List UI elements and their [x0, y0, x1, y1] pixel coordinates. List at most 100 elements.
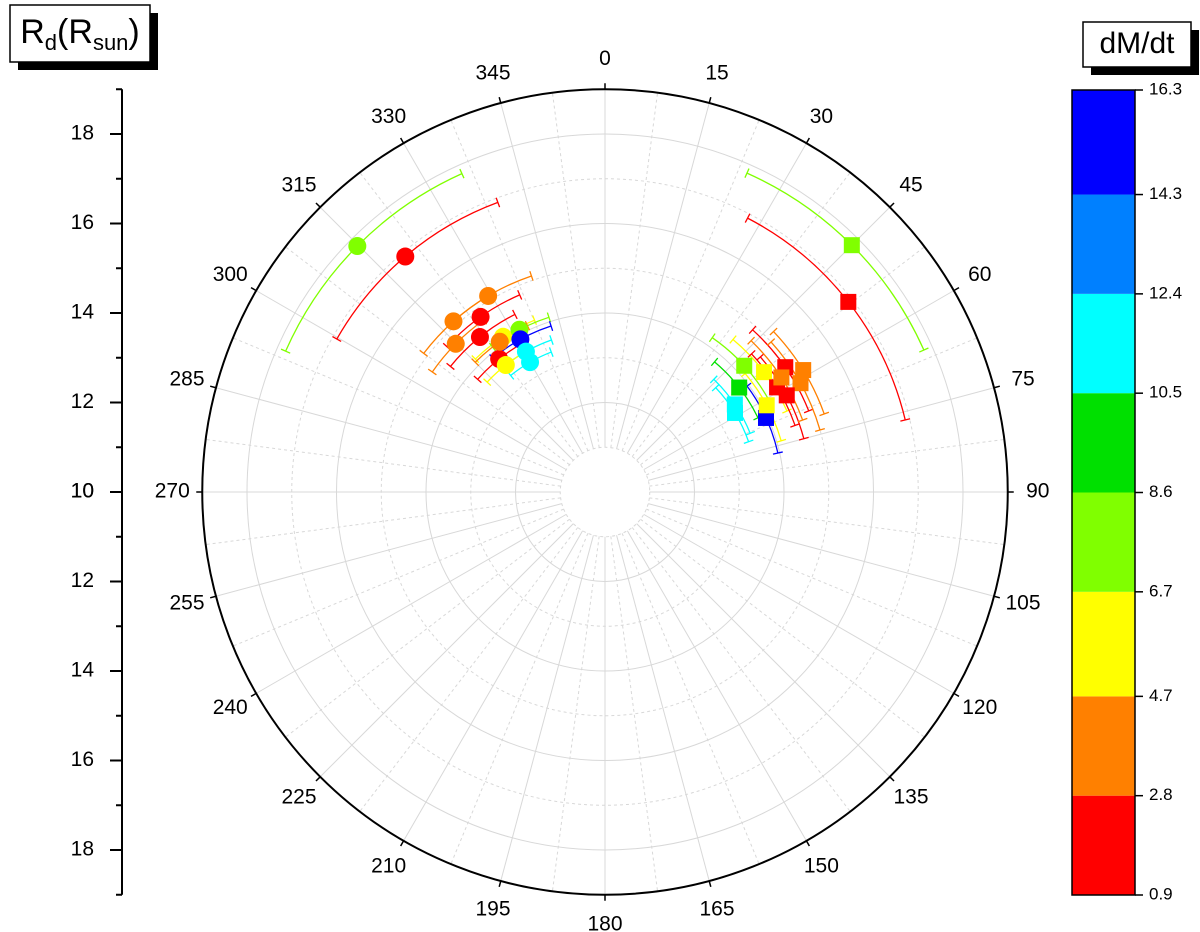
- point-square: [731, 379, 748, 396]
- radial-grid-line-minor: [621, 533, 760, 865]
- radial-grid-line: [255, 290, 567, 471]
- error-cap: [709, 375, 718, 384]
- error-cap: [729, 335, 737, 344]
- error-cap: [459, 168, 465, 179]
- point-square: [773, 369, 790, 386]
- radial-grid-line-minor: [610, 92, 659, 448]
- theta-tick-label: 135: [893, 786, 928, 809]
- r-tick-label: 10: [71, 480, 94, 503]
- r-tick-label: 14: [71, 301, 95, 324]
- error-cap: [744, 213, 751, 223]
- error-cap: [743, 439, 754, 444]
- error-cap: [744, 168, 750, 178]
- error-cap: [745, 430, 756, 436]
- error-cap: [776, 438, 787, 443]
- r-tick-label: 16: [71, 748, 94, 771]
- grid-circle-minor: [559, 446, 651, 538]
- point-circle: [348, 237, 367, 256]
- colorbar-tick-label: 14.3: [1149, 184, 1182, 203]
- point-circle: [470, 328, 489, 347]
- colorbar-tick-label: 12.4: [1149, 283, 1182, 302]
- radial-grid-line: [215, 387, 562, 481]
- box: [1082, 21, 1192, 68]
- colorbar-band: [1072, 696, 1135, 796]
- theta-tick-label: 60: [968, 263, 991, 286]
- point-circle: [446, 334, 465, 353]
- theta-tick-label: 180: [587, 912, 622, 932]
- colorbar-band: [1072, 393, 1135, 493]
- theta-tick: [209, 595, 217, 599]
- error-cap: [546, 312, 552, 323]
- point-circle: [490, 332, 509, 351]
- r-tick-label: 16: [71, 211, 94, 234]
- theta-tick: [250, 286, 257, 292]
- point-circle: [496, 356, 515, 375]
- theta-tick: [315, 776, 321, 782]
- colorbar-band: [1072, 194, 1135, 294]
- theta-tick: [889, 202, 895, 208]
- error-cap: [747, 336, 756, 345]
- theta-tick: [209, 385, 217, 389]
- radial-grid-line: [403, 530, 584, 842]
- point-circle: [521, 353, 540, 372]
- radial-grid-line-minor: [646, 508, 978, 647]
- theta-tick: [250, 692, 257, 698]
- colorbar-title-box: dM/dt: [1082, 21, 1199, 75]
- error-cap: [797, 417, 808, 423]
- theta-tick: [993, 385, 1001, 389]
- error-cap: [756, 353, 765, 361]
- theta-tick: [953, 286, 960, 292]
- theta-tick-label: 210: [371, 854, 406, 877]
- colorbar-tick-label: 2.8: [1149, 785, 1173, 804]
- error-cap: [798, 436, 809, 441]
- theta-tick-label: 285: [169, 368, 204, 391]
- radial-grid-line: [626, 142, 807, 454]
- colorbar-band: [1072, 591, 1135, 697]
- radial-grid-line-minor: [551, 92, 600, 448]
- radial-grid-line: [319, 523, 574, 778]
- error-cap: [427, 368, 437, 376]
- theta-tick: [399, 137, 405, 144]
- title-sub: d: [45, 30, 57, 55]
- colorbar-band: [1072, 90, 1135, 195]
- theta-tick-label: 15: [705, 62, 728, 85]
- theta-tick: [993, 595, 1001, 599]
- point-square: [843, 237, 860, 254]
- radial-grid-line: [255, 513, 567, 694]
- colorbar-band: [1072, 795, 1135, 895]
- point-circle: [471, 307, 490, 326]
- point-square: [736, 357, 753, 374]
- title-part: ): [128, 13, 139, 51]
- point-circle: [396, 247, 415, 266]
- theta-tick: [498, 96, 502, 104]
- error-cap: [548, 347, 554, 357]
- error-cap: [332, 335, 342, 343]
- point-square: [726, 396, 743, 413]
- title-part: R: [20, 13, 45, 51]
- error-cap: [471, 358, 480, 367]
- colorbar-band: [1072, 492, 1135, 592]
- theta-tick-label: 150: [804, 854, 839, 877]
- error-cap: [772, 451, 783, 455]
- theta-tick-label: 195: [475, 898, 510, 921]
- radial-grid-line: [626, 530, 807, 842]
- error-cap: [919, 347, 929, 353]
- radial-grid-line-minor: [232, 508, 564, 647]
- error-cap: [708, 333, 716, 343]
- error-cap: [747, 349, 756, 358]
- colorbar-tick-label: 16.3: [1149, 79, 1182, 98]
- r-tick-label: 12: [71, 390, 94, 413]
- theta-tick-label: 315: [281, 174, 316, 197]
- theta-tick-label: 75: [1011, 368, 1034, 391]
- point-square: [756, 364, 773, 381]
- theta-tick-label: 165: [699, 898, 734, 921]
- polar-grid: 0 15 30 45 60 75 90 105 120 135 150 165 180 195 210 225…: [155, 47, 1050, 932]
- error-cap: [710, 357, 719, 367]
- theta-tick-label: 255: [169, 592, 204, 615]
- colorbar-tick-label: 8.6: [1149, 482, 1173, 501]
- error-cap: [814, 427, 825, 432]
- error-cap: [471, 355, 480, 364]
- error-cap: [280, 348, 291, 354]
- point-square: [840, 293, 857, 310]
- error-cap: [782, 408, 792, 414]
